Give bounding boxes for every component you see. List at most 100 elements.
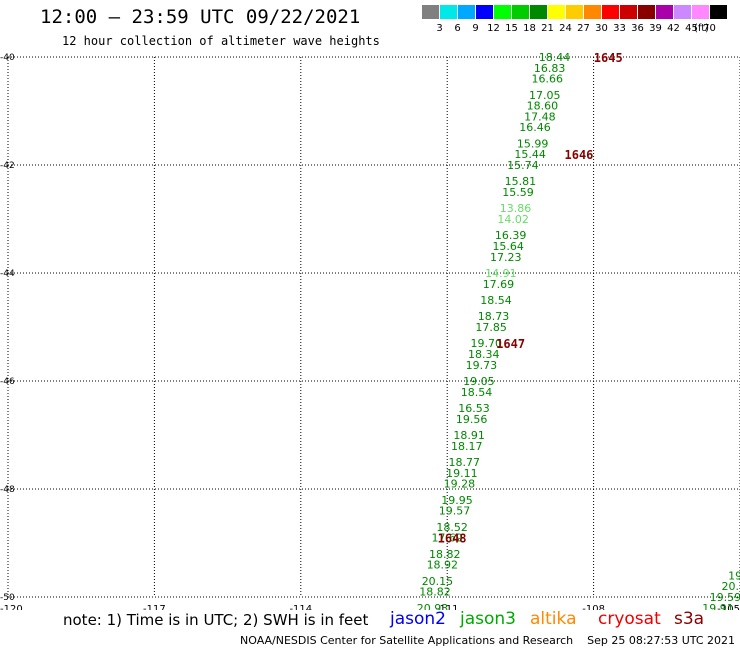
legend-swatch [638, 5, 655, 19]
swh-value-label: 20.93 [417, 602, 449, 610]
swh-value-label: 18.77 [449, 456, 481, 469]
swh-value-label: 15.81 [505, 175, 537, 188]
wave-height-map: -120 -117 -114 -111 -108 -105 -40 -42 -44 -46 -48 -… [0, 51, 740, 610]
swh-value-label: 18.17 [451, 440, 483, 453]
x-tick-label: -117 [143, 604, 166, 610]
swh-value-label: 16.53 [458, 402, 490, 415]
y-tick-label: -50 [0, 593, 15, 603]
legend-swatch [476, 5, 493, 19]
legend-swatch [602, 5, 619, 19]
legend-swatch [548, 5, 565, 19]
legend-label: 70 [703, 23, 716, 34]
legend-swatch [530, 5, 547, 19]
x-tick-label: -105 [717, 604, 740, 610]
swh-value-label: 17.85 [475, 321, 507, 334]
y-tick-label: -40 [0, 53, 15, 63]
footer-note: note: 1) Time is in UTC; 2) SWH is in fe… [63, 611, 369, 629]
legend-label: 15 [505, 23, 518, 34]
swh-value-label: 19.59 [710, 591, 740, 604]
swh-value-label: 17.48 [524, 110, 556, 123]
swh-value-label: 19.95 [441, 494, 473, 507]
legend-swatch [566, 5, 583, 19]
swh-value-label: 19.56 [456, 413, 488, 426]
satellite-label-jason3: jason3 [460, 609, 516, 629]
x-tick-label: -108 [582, 604, 605, 610]
legend-label: 6 [454, 23, 461, 34]
y-tick-label: -48 [0, 485, 15, 495]
swh-value-label: 16.66 [531, 73, 563, 86]
legend-label: 18 [523, 23, 536, 34]
legend-label: 21 [541, 23, 554, 34]
legend-label: 24 [559, 23, 572, 34]
satellite-label-jason2: jason2 [390, 609, 446, 629]
legend-swatch [584, 5, 601, 19]
swh-value-label: 13.86 [500, 202, 532, 215]
swh-value-label: 20. [721, 580, 739, 593]
swh-value-label: 18.54 [461, 386, 493, 399]
legend-label: 30 [595, 23, 608, 34]
chart-subtitle: 12 hour collection of altimeter wave hei… [62, 34, 380, 48]
swh-value-label: 18.60 [527, 100, 559, 113]
time-label: 1647 [496, 337, 525, 351]
swh-value-label: 18.44 [539, 51, 571, 64]
swh-value-label: 18.52 [436, 521, 468, 534]
legend-swatch [692, 5, 709, 19]
swh-value-label: 18.82 [419, 586, 451, 599]
legend-label: 36 [631, 23, 644, 34]
time-label: 1645 [594, 51, 623, 65]
legend-label: 27 [577, 23, 590, 34]
swh-value-label: 18.91 [453, 429, 485, 442]
x-tick-label: -120 [0, 604, 23, 610]
swh-value-label: 17.69 [431, 532, 463, 545]
satellite-label-altika: altika [530, 609, 577, 629]
swh-value-label: 17.05 [529, 89, 561, 102]
legend-label: 33 [613, 23, 626, 34]
legend-swatch [494, 5, 511, 19]
swh-value-label: 16.83 [534, 62, 566, 75]
swh-value-label: 18.54 [480, 294, 512, 307]
time-label: 1648 [438, 532, 467, 546]
chart-title: 12:00 – 23:59 UTC 09/22/2021 [40, 6, 361, 28]
swh-value-label: 20.15 [422, 575, 454, 588]
y-tick-label: -44 [0, 269, 15, 279]
x-tick-label: -114 [289, 604, 312, 610]
x-tick-label: -111 [436, 604, 459, 610]
swh-value-label: 19.57 [439, 505, 471, 518]
swh-value-label: 19.73 [466, 359, 498, 372]
swh-value-label: 15.44 [514, 148, 546, 161]
swh-value-label: 17.23 [490, 251, 522, 264]
swh-value-label: 14.02 [497, 213, 529, 226]
legend-swatch [656, 5, 673, 19]
legend-swatch [458, 5, 475, 19]
credit-line: NOAA/NESDIS Center for Satellite Applica… [240, 634, 736, 647]
swh-value-label: 15.64 [492, 240, 524, 253]
swh-value-label: 19.11 [446, 467, 478, 480]
swh-value-label: 15.74 [507, 159, 539, 172]
swh-value-label: 18.82 [429, 548, 461, 561]
swh-value-label: 17.69 [483, 278, 515, 291]
legend-swatch [440, 5, 457, 19]
swh-value-label: 15.59 [502, 186, 534, 199]
time-label: 1646 [565, 148, 594, 162]
swh-value-label: 19 [728, 569, 740, 582]
legend-label: 42 [667, 23, 680, 34]
swh-value-label: 19.28 [444, 478, 476, 491]
legend-swatch [710, 5, 727, 19]
swh-value-label: 18.73 [478, 310, 510, 323]
swh-value-label: 19.05 [463, 375, 495, 388]
swh-value-label: 16.39 [495, 229, 527, 242]
legend-swatch [674, 5, 691, 19]
swh-value-label: 18.34 [468, 348, 500, 361]
legend-label: 45 [685, 23, 698, 34]
swh-value-label: 16.46 [519, 121, 551, 134]
swh-value-label: 18.92 [427, 559, 459, 572]
satellite-label-s3a: s3a [674, 609, 705, 629]
swh-value-label: 14.91 [485, 267, 517, 280]
legend-label: 39 [649, 23, 662, 34]
swh-value-label: 19.70 [470, 337, 502, 350]
swh-value-label: 19.91 [702, 602, 734, 610]
legend-swatch [422, 5, 439, 19]
legend-swatch [620, 5, 637, 19]
y-tick-label: -46 [0, 377, 15, 387]
swh-value-label: 15.99 [517, 137, 549, 150]
